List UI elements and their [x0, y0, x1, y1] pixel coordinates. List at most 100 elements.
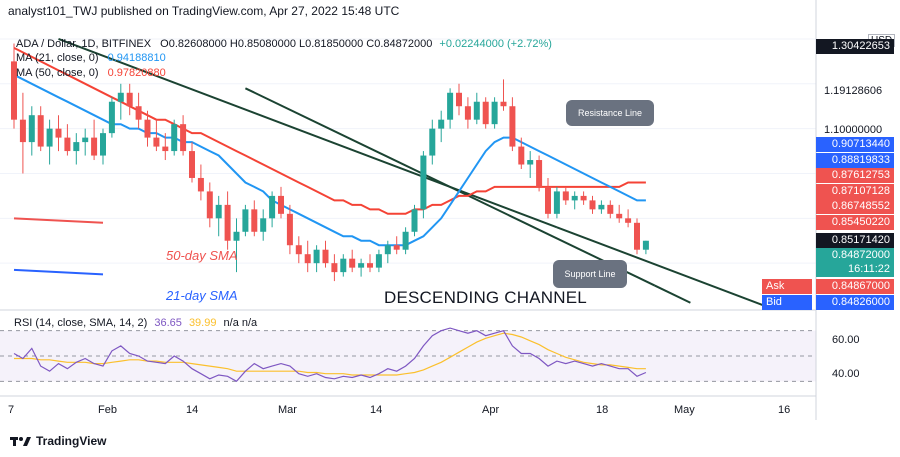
candle — [295, 236, 302, 264]
candle — [571, 191, 578, 210]
support-line-extension — [654, 284, 691, 304]
ask-label: Ask — [762, 279, 812, 294]
change-value: +0.02244000 (+2.72%) — [439, 38, 552, 50]
candle-body — [269, 195, 276, 219]
price-box: 0.87107128 — [816, 184, 894, 199]
rsi-band — [0, 330, 816, 382]
time-label-apr: Apr — [482, 404, 500, 416]
candle-body — [233, 231, 240, 241]
bid-label: Bid — [762, 295, 812, 310]
candle — [117, 83, 124, 120]
candle — [46, 119, 53, 165]
candle-body — [482, 101, 489, 125]
candle — [135, 92, 142, 129]
candle-body — [331, 263, 338, 273]
candle — [108, 97, 115, 138]
candle — [304, 240, 311, 273]
candle — [625, 209, 632, 228]
candle-body — [598, 204, 605, 210]
candle-body — [545, 186, 551, 214]
candle-body — [642, 240, 649, 250]
time-label-may16: 16 — [778, 404, 791, 416]
candle — [447, 88, 454, 129]
candle-body — [242, 209, 249, 232]
rsi-label: RSI (14, close, SMA, 14, 2) — [14, 317, 148, 329]
ma50-value: 0.97820880 — [107, 67, 166, 79]
candle — [536, 155, 543, 192]
candle-body — [28, 115, 35, 143]
time-label-mar: Mar — [278, 404, 297, 416]
candle — [126, 83, 133, 116]
candle — [11, 43, 17, 129]
time-label-feb: Feb — [98, 404, 117, 416]
channel-title: DESCENDING CHANNEL — [384, 288, 587, 307]
candle-body — [402, 231, 409, 250]
candle-body — [46, 128, 53, 147]
candle-body — [456, 92, 462, 107]
candle-body — [197, 177, 204, 192]
candle-body — [322, 249, 329, 264]
candle-body — [562, 191, 569, 201]
candle — [464, 97, 471, 129]
candle-body — [55, 128, 62, 138]
candle — [598, 200, 605, 214]
sma50-annotation: 50-day SMA — [166, 248, 238, 263]
candle — [509, 97, 516, 152]
candle-body — [162, 146, 169, 152]
support-label: Support Line — [564, 269, 616, 279]
candle — [358, 258, 365, 277]
resistance-line — [58, 38, 558, 229]
brand-footer[interactable]: TradingView — [10, 434, 106, 448]
time-label-feb14: 14 — [186, 404, 199, 416]
candle — [384, 240, 391, 264]
candle — [349, 249, 356, 273]
ma50-label: MA (50, close, 0) — [16, 67, 99, 79]
rsi-line — [13, 327, 647, 383]
candle-body — [153, 137, 160, 147]
candle — [180, 115, 187, 156]
candle-body — [367, 263, 373, 268]
candle — [28, 106, 35, 156]
ma21-legend: MA (21, close, 0) 0.94188810 — [16, 52, 166, 64]
candle — [260, 209, 267, 241]
publisher-line: analyst101_TWJ published on TradingView.… — [8, 4, 400, 18]
candle-body — [589, 200, 596, 210]
candle-body — [286, 213, 293, 246]
candle-body — [491, 101, 498, 125]
time-label-apr18: 18 — [596, 404, 609, 416]
ask-row: Ask 0.84867000 — [762, 279, 894, 294]
candle — [37, 106, 44, 152]
candle — [375, 249, 382, 273]
candle — [527, 151, 534, 178]
price-box: 0.84872000 — [816, 248, 894, 263]
countdown-label: 16:11:22 — [816, 262, 894, 277]
candle — [634, 218, 640, 255]
time-label-may: May — [674, 404, 695, 416]
candle — [500, 79, 507, 111]
candle-body — [349, 258, 356, 268]
candle-body — [260, 218, 267, 232]
channel-lines — [13, 38, 771, 309]
candle-body — [375, 254, 382, 268]
candle-body — [108, 101, 115, 134]
rsi-value: 36.65 — [154, 317, 182, 329]
bid-row: Bid 0.84826000 — [762, 295, 894, 310]
price-top-label: 1.30422653 — [816, 39, 894, 54]
candle-body — [251, 209, 258, 232]
candle — [518, 137, 525, 169]
candle-body — [224, 204, 231, 241]
candle — [607, 200, 614, 219]
candle — [438, 110, 445, 143]
candle-body — [625, 218, 632, 223]
candle-body — [295, 245, 302, 255]
candle — [64, 124, 71, 156]
candle — [206, 182, 213, 228]
candle — [420, 151, 427, 219]
candle-body — [126, 92, 133, 107]
price-box: 0.86748552 — [816, 199, 894, 214]
symbol-legend: ADA / Dollar, 1D, BITFINEX O0.82608000 H… — [16, 38, 552, 50]
candle-body — [571, 195, 578, 201]
sma21-annotation: 21-day SMA — [166, 288, 238, 303]
candle-body — [464, 106, 471, 120]
